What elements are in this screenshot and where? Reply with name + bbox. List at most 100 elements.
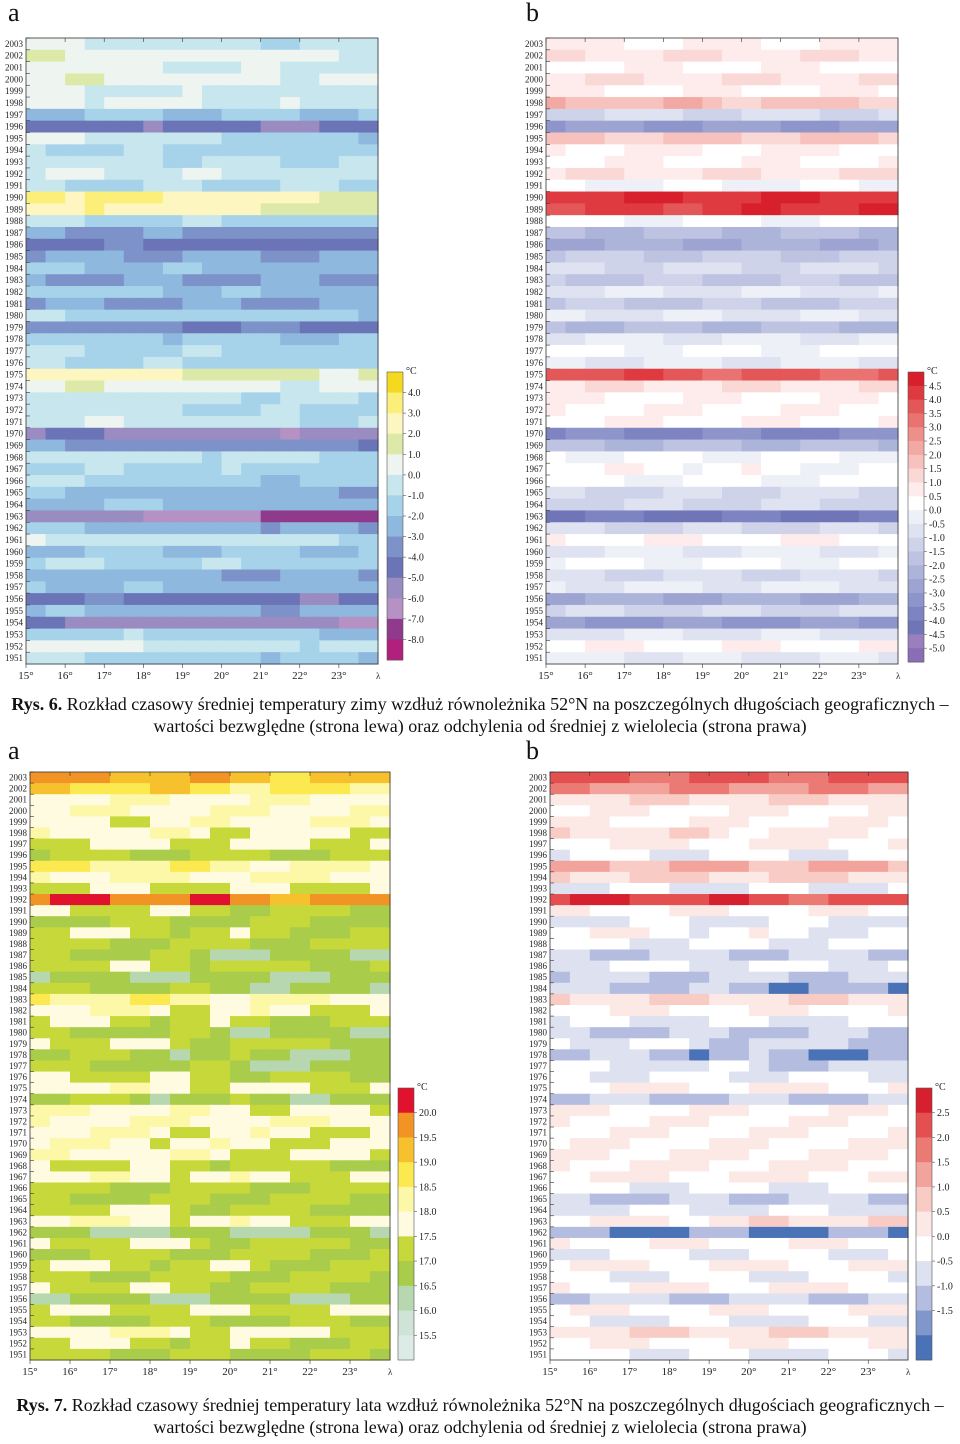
heatmap-cell xyxy=(565,250,586,264)
heatmap-cell xyxy=(130,794,151,806)
heatmap-cell xyxy=(546,616,567,630)
heatmap-cell xyxy=(682,286,704,299)
heatmap-cell xyxy=(669,1071,690,1084)
heatmap-cell xyxy=(828,894,849,906)
heatmap-cell xyxy=(30,960,51,973)
heatmap-cell xyxy=(338,652,360,665)
y-tick-label: 1998 xyxy=(525,98,544,108)
heatmap-cell xyxy=(649,1315,670,1328)
heatmap-cell xyxy=(241,451,262,464)
heatmap-cell xyxy=(565,604,586,618)
heatmap-cell xyxy=(878,226,899,240)
heatmap-cell xyxy=(143,97,164,110)
heatmap-cell xyxy=(828,1093,849,1106)
heatmap-cell xyxy=(828,971,849,984)
heatmap-cell xyxy=(370,805,391,817)
heatmap-cell xyxy=(629,1293,651,1306)
heatmap-cell xyxy=(143,522,164,535)
heatmap-cell xyxy=(546,404,567,417)
heatmap-cell xyxy=(609,1082,631,1095)
heatmap-cell xyxy=(761,297,782,311)
heatmap-cell xyxy=(330,1215,351,1228)
heatmap-cell xyxy=(162,297,184,311)
heatmap-cell xyxy=(310,794,331,806)
colorbar-swatch xyxy=(387,618,403,640)
heatmap-cell xyxy=(585,297,606,311)
y-tick-label: 1952 xyxy=(5,641,23,651)
heatmap-cell xyxy=(290,1104,311,1117)
heatmap-cell xyxy=(565,156,586,169)
heatmap-cell xyxy=(270,827,291,840)
heatmap-cell xyxy=(604,238,625,252)
heatmap-cell xyxy=(878,108,899,122)
heatmap-cell xyxy=(358,404,379,417)
heatmap-cell xyxy=(550,1226,571,1239)
heatmap-cell xyxy=(310,905,331,917)
colorbar-label: 4.0 xyxy=(929,395,942,406)
heatmap-cell xyxy=(828,1293,849,1306)
y-tick-label: 1967 xyxy=(5,464,24,474)
heatmap-cell xyxy=(338,510,360,523)
heatmap-cell xyxy=(123,522,144,535)
heatmap-cell xyxy=(202,309,223,323)
heatmap-cell xyxy=(624,427,645,441)
heatmap-cell xyxy=(839,238,860,252)
colorbar-swatch xyxy=(908,510,924,525)
heatmap-cell xyxy=(649,1260,670,1272)
heatmap-cell xyxy=(669,1337,690,1350)
heatmap-cell xyxy=(589,1027,611,1039)
heatmap-cell xyxy=(702,475,723,488)
heatmap-cell xyxy=(190,894,211,906)
heatmap-cell xyxy=(761,108,782,122)
heatmap-cell xyxy=(780,61,801,75)
heatmap-cell xyxy=(221,321,242,334)
heatmap-cell xyxy=(546,250,567,264)
heatmap-cell xyxy=(788,772,810,784)
heatmap-cell xyxy=(370,1226,391,1239)
heatmap-cell xyxy=(123,640,144,653)
heatmap-cell xyxy=(649,1082,670,1095)
heatmap-cell xyxy=(780,404,801,417)
heatmap-cell xyxy=(624,640,645,653)
heatmap-cell xyxy=(338,321,360,334)
heatmap-cell xyxy=(150,1115,171,1128)
heatmap-cell xyxy=(84,85,105,98)
heatmap-cell xyxy=(170,871,191,884)
heatmap-cell xyxy=(546,132,567,145)
heatmap-cell xyxy=(624,262,645,275)
heatmap-cell xyxy=(800,321,821,334)
heatmap-cell xyxy=(546,534,567,547)
y-tick-label: 1975 xyxy=(525,370,544,380)
heatmap-cell xyxy=(546,392,567,405)
heatmap-cell xyxy=(338,593,360,606)
heatmap-cell xyxy=(123,167,144,181)
heatmap-cell xyxy=(741,191,762,204)
heatmap-cell xyxy=(624,557,645,571)
heatmap-cell xyxy=(709,849,730,862)
heatmap-cell xyxy=(290,1115,311,1128)
heatmap-cell xyxy=(45,108,66,122)
heatmap-cell xyxy=(45,97,66,110)
heatmap-cell xyxy=(70,1138,91,1150)
heatmap-cell xyxy=(868,794,889,806)
heatmap-cell xyxy=(643,203,664,216)
heatmap-cell xyxy=(663,321,684,334)
heatmap-cell xyxy=(90,1049,111,1062)
heatmap-cell xyxy=(624,439,645,452)
heatmap-cell xyxy=(330,860,351,873)
y-tick-label: 1983 xyxy=(529,994,548,1004)
heatmap-cell xyxy=(250,871,271,884)
heatmap-cell xyxy=(182,144,203,157)
heatmap-cell xyxy=(546,38,567,51)
y-tick-label: 1974 xyxy=(525,381,544,391)
colorbar-swatch xyxy=(387,639,403,661)
heatmap-cell xyxy=(669,1149,690,1161)
heatmap-cell xyxy=(741,61,762,75)
heatmap-cell xyxy=(643,108,664,122)
heatmap-cell xyxy=(800,297,821,311)
heatmap-cell xyxy=(182,108,203,122)
heatmap-cell xyxy=(123,226,144,240)
heatmap-cell xyxy=(270,783,291,795)
heatmap-cell xyxy=(358,356,379,370)
heatmap-cell xyxy=(162,534,184,547)
